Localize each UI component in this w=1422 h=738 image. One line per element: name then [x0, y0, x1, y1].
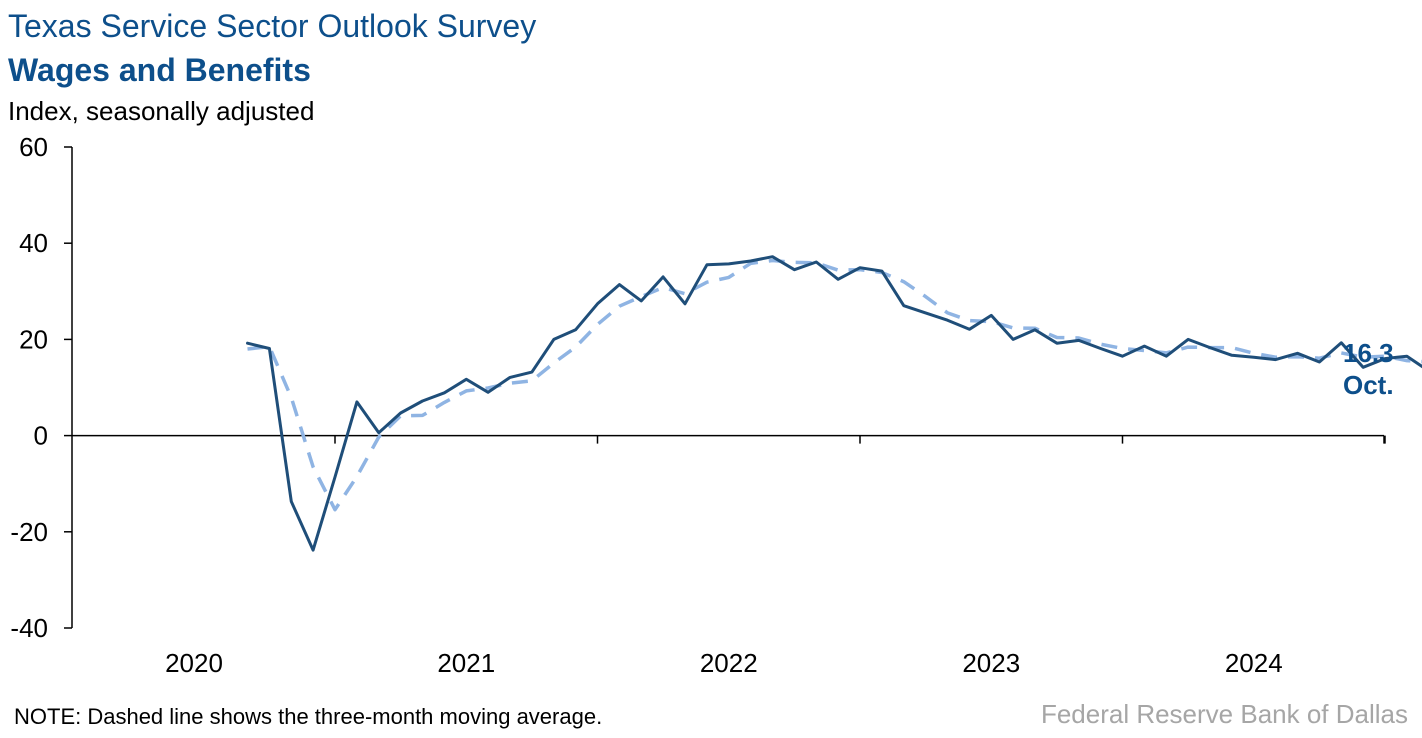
- x-tick-label: 2023: [962, 648, 1020, 678]
- y-tick-label: -40: [10, 613, 48, 643]
- moving-average-line: [247, 258, 1422, 512]
- chart-axes: [64, 146, 1386, 629]
- x-tick-label: 2022: [700, 648, 758, 678]
- index-line: [246, 255, 1422, 552]
- end-value-label: 16.3: [1343, 338, 1394, 368]
- source-credit: Federal Reserve Bank of Dallas: [1040, 699, 1408, 729]
- series-layer: [246, 255, 1422, 552]
- y-tick-label: 60: [19, 132, 48, 162]
- x-tick-label: 2024: [1225, 648, 1283, 678]
- y-tick-label: -20: [10, 517, 48, 547]
- x-tick-label: 2021: [437, 648, 495, 678]
- axis-units-label: Index, seasonally adjusted: [8, 96, 315, 126]
- end-month-label: Oct.: [1343, 370, 1394, 400]
- chart-subtitle: Wages and Benefits: [8, 52, 311, 88]
- tick-labels: -40 -20 0 20 40 60 2020 2021 2022 2023 2024: [10, 132, 1282, 678]
- y-tick-label: 40: [19, 228, 48, 258]
- y-tick-label: 20: [19, 324, 48, 354]
- chart-title: Texas Service Sector Outlook Survey: [8, 8, 537, 44]
- footnote: NOTE: Dashed line shows the three-month …: [14, 704, 603, 729]
- y-tick-label: 0: [34, 421, 48, 451]
- x-tick-label: 2020: [165, 648, 223, 678]
